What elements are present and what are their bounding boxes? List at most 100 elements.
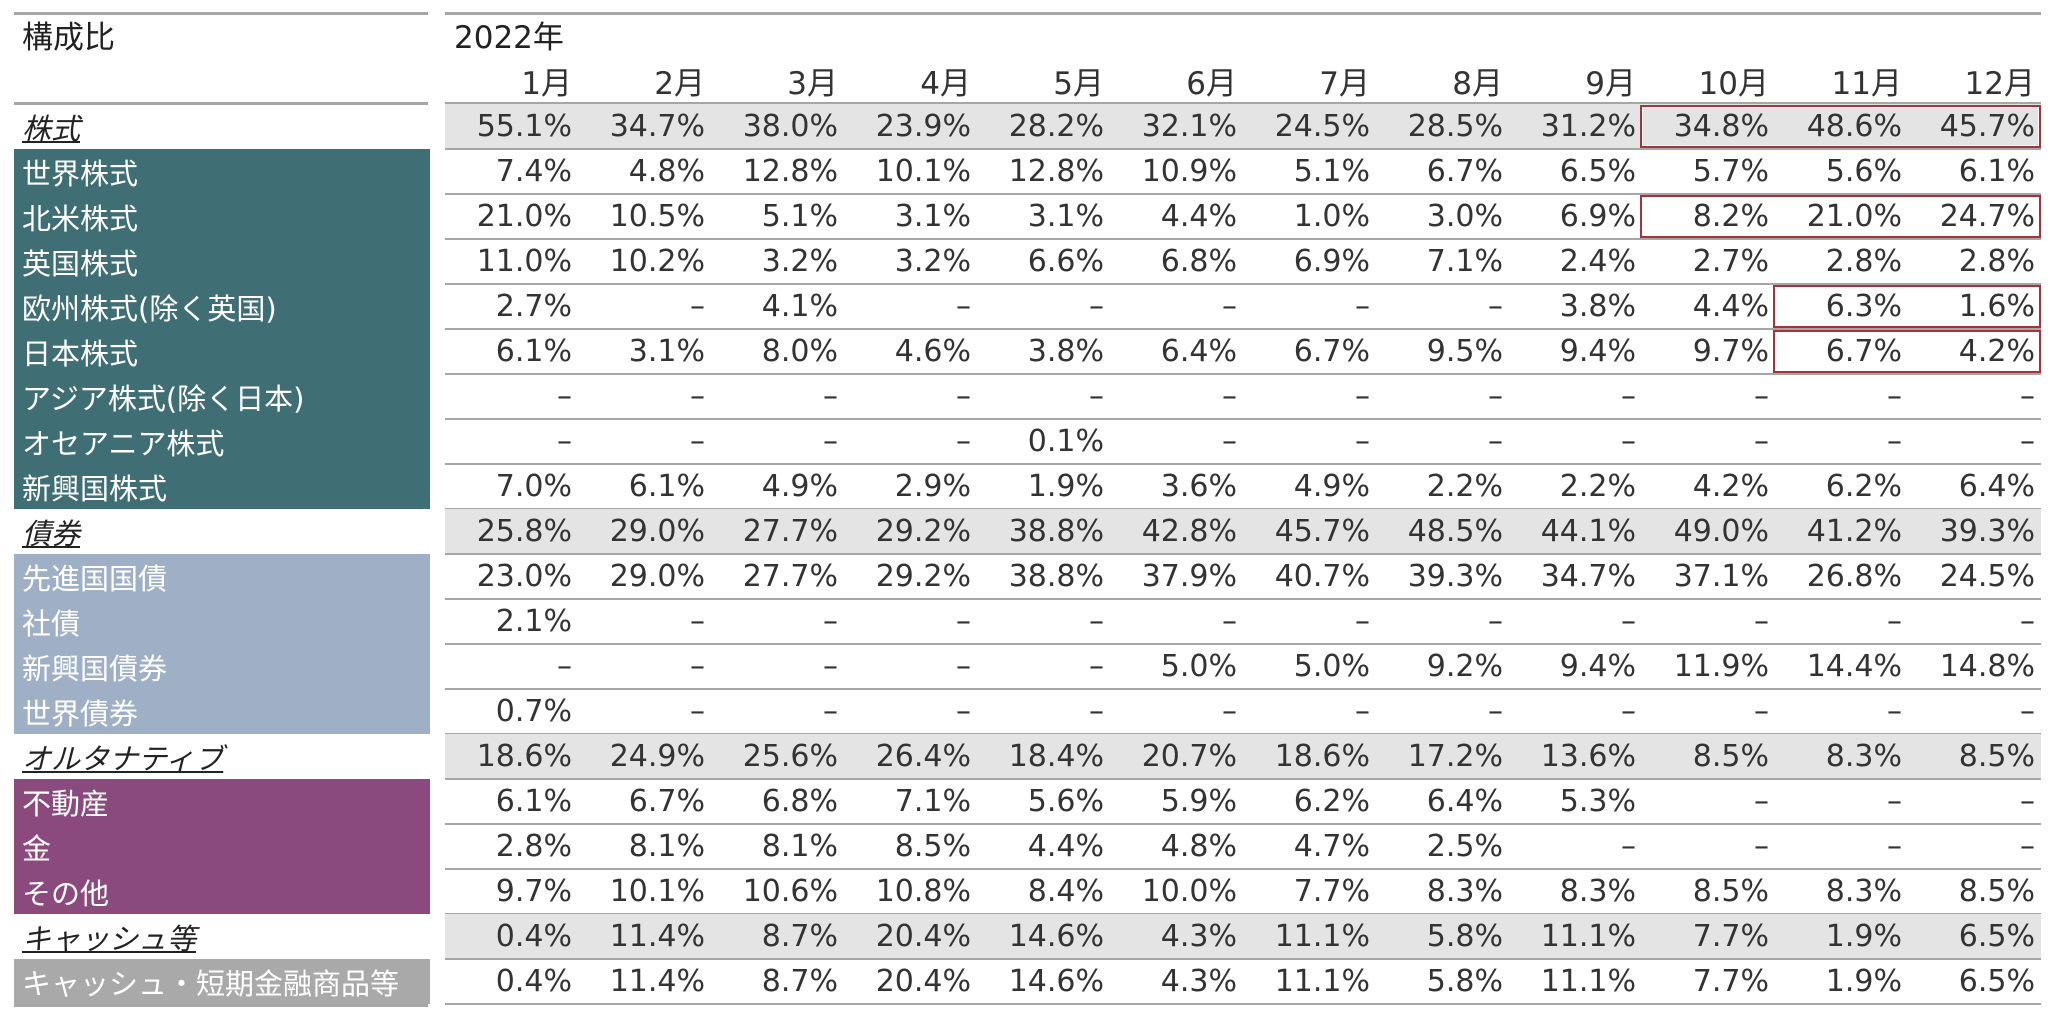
value-cell: 42.8% xyxy=(1141,514,1237,549)
value-cell: 6.1% xyxy=(495,784,572,819)
value-cell: 9.7% xyxy=(495,874,572,909)
value-cell: 8.5% xyxy=(1958,874,2035,909)
value-cell: – xyxy=(557,424,572,459)
value-cell: 6.4% xyxy=(1426,784,1503,819)
value-cell: – xyxy=(1488,424,1503,459)
month-header: 2月 xyxy=(654,66,705,102)
value-cell: – xyxy=(690,649,705,684)
value-cell: 5.3% xyxy=(1559,784,1636,819)
value-cell: 4.3% xyxy=(1160,964,1237,999)
value-cell: – xyxy=(1488,289,1503,324)
value-cell: – xyxy=(2020,784,2035,819)
value-cell: 3.0% xyxy=(1426,199,1503,234)
value-cell: 6.1% xyxy=(628,469,705,504)
row-label: 北米株式 xyxy=(22,201,139,236)
month-header: 4月 xyxy=(920,66,971,102)
value-cell: 7.7% xyxy=(1692,964,1769,999)
value-cell: 17.2% xyxy=(1407,739,1503,774)
value-cell: 6.7% xyxy=(1825,334,1902,369)
value-cell: 55.1% xyxy=(476,109,572,144)
value-cell: 8.0% xyxy=(761,334,838,369)
group-label-block xyxy=(14,779,430,914)
row-label: 世界債券 xyxy=(22,696,139,731)
value-cell: 4.4% xyxy=(1160,199,1237,234)
value-cell: – xyxy=(1621,379,1636,414)
value-cell: 11.1% xyxy=(1540,919,1636,954)
value-cell: – xyxy=(1887,694,1902,729)
value-cell: – xyxy=(956,379,971,414)
row-label: アジア株式(除く日本) xyxy=(22,381,305,416)
row-rule xyxy=(445,193,2041,195)
value-cell: 29.0% xyxy=(609,514,705,549)
value-cell: 6.7% xyxy=(1426,154,1503,189)
value-cell: 4.6% xyxy=(894,334,971,369)
value-cell: 3.1% xyxy=(628,334,705,369)
group-label-block xyxy=(14,554,430,734)
value-cell: 8.5% xyxy=(1958,739,2035,774)
value-cell: 4.4% xyxy=(1027,829,1104,864)
value-cell: 9.7% xyxy=(1692,334,1769,369)
value-cell: 5.0% xyxy=(1293,649,1370,684)
month-header: 6月 xyxy=(1186,66,1237,102)
value-cell: 3.1% xyxy=(1027,199,1104,234)
month-header: 12月 xyxy=(1964,66,2035,102)
row-label: オセアニア株式 xyxy=(22,426,225,461)
value-cell: 29.2% xyxy=(875,514,971,549)
value-cell: 10.5% xyxy=(609,199,705,234)
row-label: キャッシュ・短期金融商品等 xyxy=(22,966,400,1001)
value-cell: 27.7% xyxy=(742,559,838,594)
value-cell: – xyxy=(956,694,971,729)
value-cell: 37.1% xyxy=(1673,559,1769,594)
category-row-bg xyxy=(445,914,2041,959)
value-cell: 0.4% xyxy=(495,919,572,954)
row-label: 新興国株式 xyxy=(22,471,168,506)
value-cell: – xyxy=(823,649,838,684)
value-cell: 8.3% xyxy=(1559,874,1636,909)
row-rule xyxy=(445,463,2041,465)
value-cell: 11.0% xyxy=(476,244,572,279)
value-cell: 29.2% xyxy=(875,559,971,594)
category-row-bg xyxy=(445,509,2041,554)
value-cell: 4.9% xyxy=(1293,469,1370,504)
value-cell: 7.0% xyxy=(495,469,572,504)
value-cell: 25.6% xyxy=(742,739,838,774)
value-cell: 28.2% xyxy=(1008,109,1104,144)
value-cell: 2.8% xyxy=(495,829,572,864)
value-cell: 5.0% xyxy=(1160,649,1237,684)
value-cell: 5.1% xyxy=(761,199,838,234)
value-cell: – xyxy=(690,289,705,324)
value-cell: 20.4% xyxy=(875,964,971,999)
row-rule xyxy=(445,643,2041,645)
value-cell: – xyxy=(823,604,838,639)
value-cell: – xyxy=(956,649,971,684)
value-cell: 31.2% xyxy=(1540,109,1636,144)
value-cell: 24.5% xyxy=(1939,559,2035,594)
value-cell: 4.8% xyxy=(1160,829,1237,864)
value-cell: 2.5% xyxy=(1426,829,1503,864)
value-cell: 6.5% xyxy=(1958,964,2035,999)
month-header: 10月 xyxy=(1698,66,1769,102)
value-cell: – xyxy=(690,379,705,414)
row-rule xyxy=(445,328,2041,330)
value-cell: 14.6% xyxy=(1008,964,1104,999)
row-rule xyxy=(445,688,2041,690)
row-rule xyxy=(445,373,2041,375)
value-cell: 10.8% xyxy=(875,874,971,909)
value-cell: 10.0% xyxy=(1141,874,1237,909)
value-cell: – xyxy=(956,289,971,324)
value-cell: 27.7% xyxy=(742,514,838,549)
value-cell: – xyxy=(2020,379,2035,414)
row-rule xyxy=(445,958,2041,960)
value-cell: 13.6% xyxy=(1540,739,1636,774)
value-cell: 8.5% xyxy=(1692,739,1769,774)
row-rule xyxy=(445,778,2041,780)
value-cell: 3.2% xyxy=(761,244,838,279)
row-label: 不動産 xyxy=(22,786,110,821)
value-cell: 1.9% xyxy=(1825,964,1902,999)
value-cell: 6.7% xyxy=(1293,334,1370,369)
value-cell: 41.2% xyxy=(1806,514,1902,549)
value-cell: 5.8% xyxy=(1426,964,1503,999)
value-cell: 7.7% xyxy=(1293,874,1370,909)
value-cell: 7.1% xyxy=(1426,244,1503,279)
value-cell: 8.7% xyxy=(761,919,838,954)
